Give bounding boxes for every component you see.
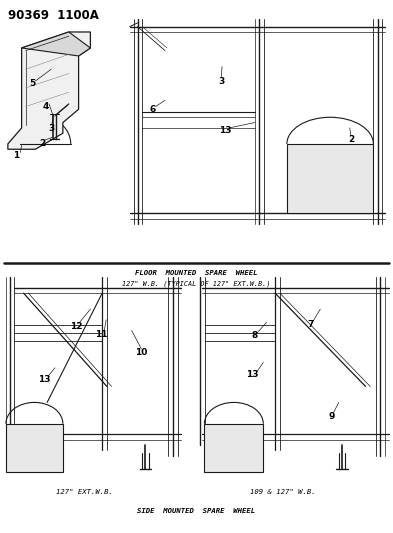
Polygon shape: [22, 32, 90, 56]
Text: 13: 13: [219, 126, 231, 135]
Text: 3: 3: [49, 125, 55, 133]
Text: 2: 2: [349, 135, 355, 144]
Text: 12: 12: [70, 322, 82, 331]
Text: 13: 13: [246, 370, 259, 378]
Text: 5: 5: [29, 79, 35, 88]
Text: 2: 2: [39, 140, 46, 148]
Text: 6: 6: [149, 105, 156, 114]
Text: 90369  1100A: 90369 1100A: [8, 10, 99, 22]
Text: FLOOR  MOUNTED  SPARE  WHEEL: FLOOR MOUNTED SPARE WHEEL: [135, 270, 258, 277]
Text: 7: 7: [307, 320, 314, 328]
Text: 11: 11: [95, 330, 108, 339]
Text: 4: 4: [43, 102, 49, 111]
Text: 127" EXT.W.B.: 127" EXT.W.B.: [56, 489, 113, 496]
Text: 8: 8: [252, 332, 258, 340]
Text: 1: 1: [13, 151, 20, 160]
Text: 10: 10: [135, 349, 148, 357]
Polygon shape: [204, 424, 263, 472]
Polygon shape: [287, 144, 373, 213]
Polygon shape: [6, 424, 63, 472]
Text: 127" W.B. (TYPICAL OF 127" EXT.W.B.): 127" W.B. (TYPICAL OF 127" EXT.W.B.): [122, 281, 271, 287]
Text: SIDE  MOUNTED  SPARE  WHEEL: SIDE MOUNTED SPARE WHEEL: [138, 507, 255, 514]
Text: 13: 13: [38, 375, 50, 384]
Polygon shape: [8, 32, 90, 149]
Text: 109 & 127" W.B.: 109 & 127" W.B.: [250, 489, 316, 496]
Text: 9: 9: [328, 413, 334, 421]
Text: 3: 3: [218, 77, 224, 85]
